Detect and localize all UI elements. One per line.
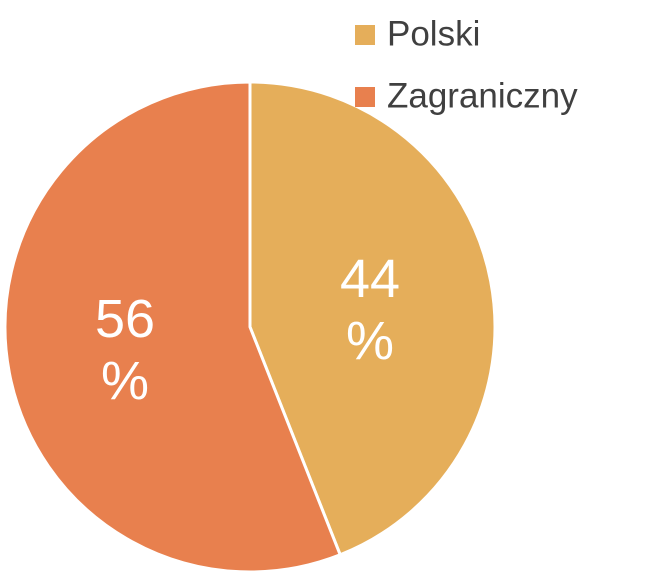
pie-slice <box>3 80 343 572</box>
legend-label: Polski <box>387 14 480 53</box>
pie-slice <box>248 80 497 557</box>
legend-swatch <box>355 87 375 107</box>
data-label: 56 % <box>94 289 156 411</box>
legend-label: Zagraniczny <box>387 76 578 115</box>
data-label: 44 % <box>339 249 401 371</box>
legend-swatch <box>355 25 375 45</box>
